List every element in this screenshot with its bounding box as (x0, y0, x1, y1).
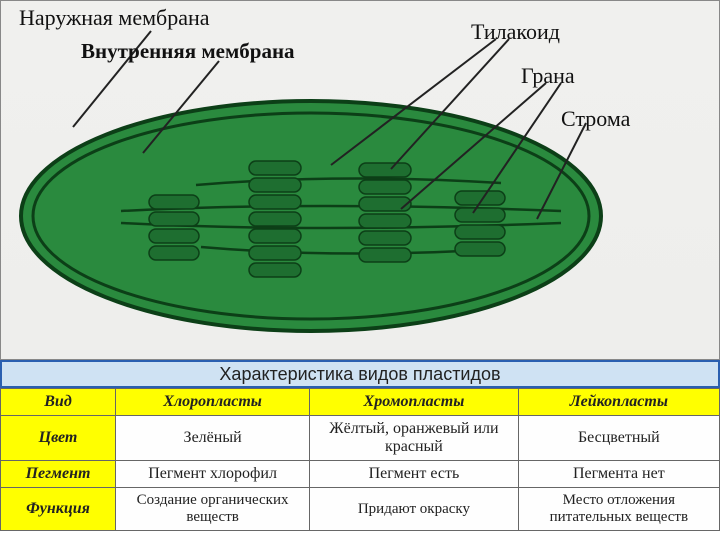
col-header: Хромопласты (310, 389, 519, 416)
label-stroma: Строма (561, 106, 630, 132)
table-cell: Придают окраску (310, 488, 519, 531)
table-cell: Жёлтый, оранжевый или красный (310, 416, 519, 461)
col-header: Лейкопласты (518, 389, 719, 416)
table-header-row: Вид Хлоропласты Хромопласты Лейкопласты (1, 389, 720, 416)
table-title: Характеристика видов пластидов (0, 360, 720, 388)
table-cell: Бесцветный (518, 416, 719, 461)
table-row: Пегмент Пегмент хлорофил Пегмент есть Пе… (1, 461, 720, 488)
table-cell: Пегмент есть (310, 461, 519, 488)
row-header: Пегмент (1, 461, 116, 488)
col-header: Вид (1, 389, 116, 416)
table-row: Функция Создание органических веществ Пр… (1, 488, 720, 531)
chloroplast-diagram: Наружная мембрана Внутренняя мембрана Ти… (0, 0, 720, 360)
plastid-table: Вид Хлоропласты Хромопласты Лейкопласты … (0, 388, 720, 531)
label-outer-membrane: Наружная мембрана (19, 5, 210, 31)
table-cell: Создание органических веществ (116, 488, 310, 531)
row-header: Функция (1, 488, 116, 531)
label-grana: Грана (521, 63, 575, 89)
table-row: Цвет Зелёный Жёлтый, оранжевый или красн… (1, 416, 720, 461)
table-cell: Зелёный (116, 416, 310, 461)
row-header: Цвет (1, 416, 116, 461)
table-cell: Пегмент хлорофил (116, 461, 310, 488)
table-cell: Место отложения питательных веществ (518, 488, 719, 531)
outer-membrane-shape (21, 101, 601, 331)
table-cell: Пегмента нет (518, 461, 719, 488)
col-header: Хлоропласты (116, 389, 310, 416)
label-thylakoid: Тилакоид (471, 19, 560, 45)
label-inner-membrane: Внутренняя мембрана (81, 39, 295, 64)
